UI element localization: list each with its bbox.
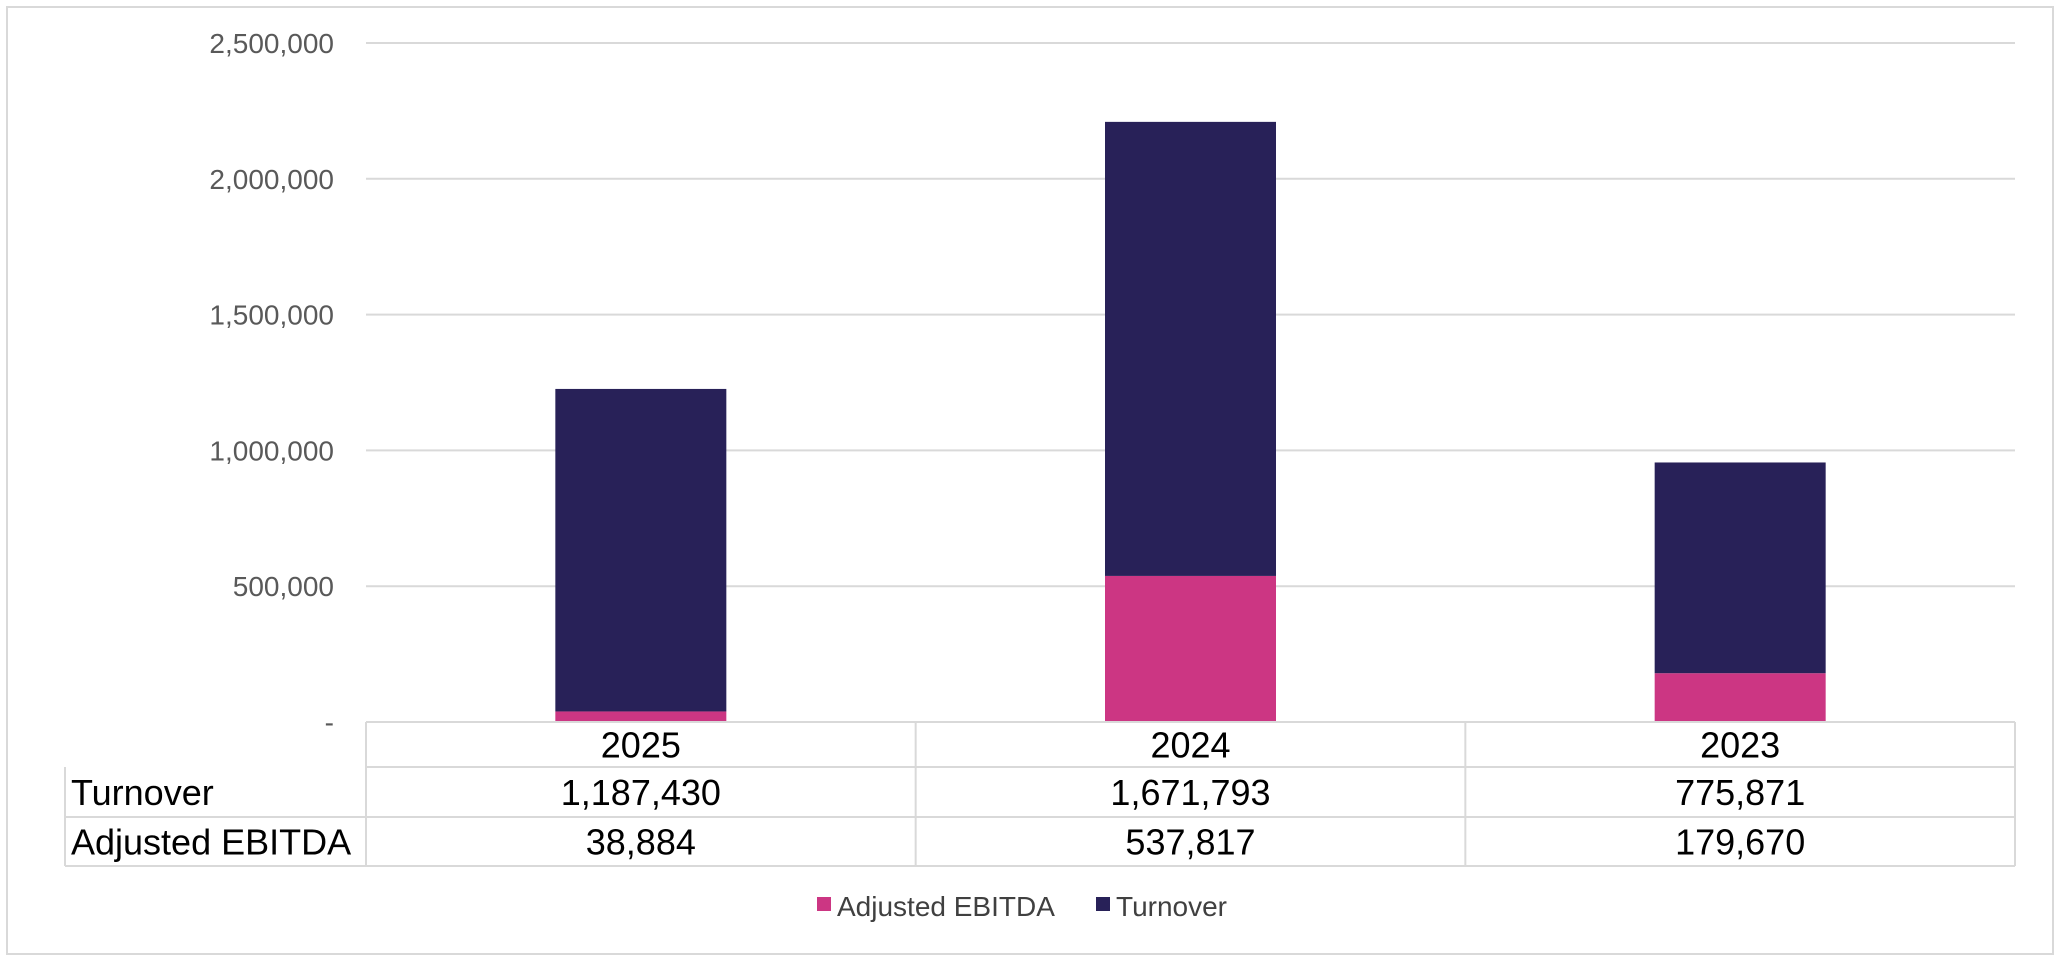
table-cell-value: 775,871 [1675,772,1805,813]
bar-turnover-2023 [1654,462,1826,674]
bar-adjusted-ebitda-2023 [1654,673,1826,722]
bars [555,121,1826,722]
bar-turnover-2025 [555,388,727,712]
table-cell-value: 1,671,793 [1110,772,1270,813]
table-cell-value: 179,670 [1675,822,1805,863]
legend-label-adjusted-ebitda: Adjusted EBITDA [837,891,1055,922]
y-tick-label: - [325,707,334,738]
x-tick-label: 2023 [1700,725,1780,766]
y-tick-label: 2,000,000 [209,164,334,195]
legend-swatch-turnover [1096,897,1110,911]
table-row-label: Adjusted EBITDA [71,822,351,863]
y-tick-label: 500,000 [233,571,334,602]
y-axis-tick-labels: - 500,000 1,000,000 1,500,000 2,000,000 2,500… [209,28,334,738]
table-row-label: Turnover [71,772,214,813]
legend-swatch-adjusted-ebitda [817,897,831,911]
data-table: 2025 2024 2023 Turnover 1,187,430 1,671,793 77… [64,721,2016,867]
x-tick-label: 2024 [1150,725,1230,766]
table-cell-value: 1,187,430 [561,772,721,813]
x-tick-label: 2025 [601,725,681,766]
legend-label-turnover: Turnover [1116,891,1227,922]
legend: Adjusted EBITDA Turnover [817,891,1227,922]
table-cell-value: 38,884 [586,822,696,863]
bar-adjusted-ebitda-2025 [555,711,727,722]
y-tick-label: 2,500,000 [209,28,334,59]
y-tick-label: 1,500,000 [209,300,334,331]
bar-adjusted-ebitda-2024 [1105,575,1276,722]
y-tick-label: 1,000,000 [209,435,334,466]
bar-turnover-2024 [1105,121,1276,576]
table-cell-value: 537,817 [1125,822,1255,863]
